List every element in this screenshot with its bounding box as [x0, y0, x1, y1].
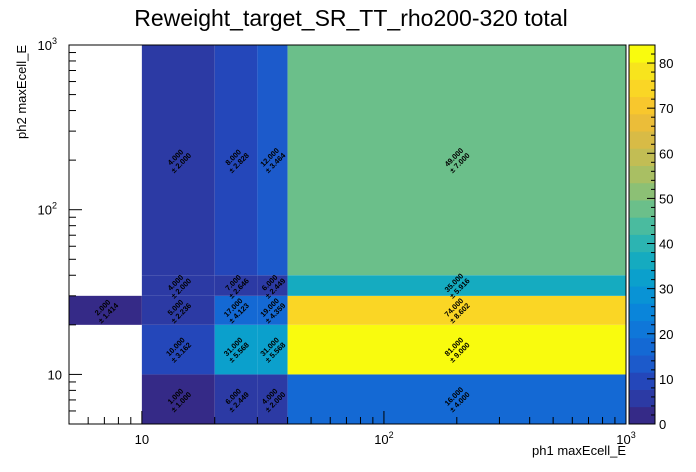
color-scale-segment [629, 337, 655, 356]
color-scale-segment [629, 96, 655, 115]
color-scale-segment [629, 165, 655, 184]
heatmap-cells [69, 45, 626, 424]
heatmap-cell [257, 374, 288, 424]
heatmap-cell [257, 275, 288, 296]
color-scale-label: 60 [659, 146, 673, 161]
heatmap-cell [214, 374, 258, 424]
color-scale-segment [629, 79, 655, 98]
heatmap-cell [141, 374, 215, 424]
heatmap-cell [257, 45, 288, 276]
heatmap-cell [287, 374, 626, 424]
color-scale-segment [629, 234, 655, 253]
color-scale-segment [629, 113, 655, 132]
heatmap-cell [287, 45, 626, 276]
heatmap-cell [69, 295, 142, 325]
y-tick-label: 10 [48, 367, 62, 382]
heatmap-cell [141, 275, 215, 296]
color-scale-segment [629, 406, 655, 425]
color-scale-segment [629, 251, 655, 270]
color-scale-segment [629, 372, 655, 390]
color-scale-segment [629, 268, 655, 287]
y-tick-label: 103 [38, 36, 57, 53]
heatmap-cell [141, 45, 215, 276]
heatmap-cell [287, 295, 626, 325]
color-scale-label: 50 [659, 191, 673, 206]
color-scale-label: 0 [659, 417, 666, 432]
color-scale-segment [629, 148, 655, 166]
color-scale: 0 10 20 30 40 50 60 70 80 [628, 44, 673, 432]
color-scale-segment [629, 62, 655, 80]
color-scale-label: 70 [659, 101, 673, 116]
color-scale-segment [629, 200, 655, 218]
heatmap-cell [141, 295, 215, 325]
heatmap-cell [257, 324, 288, 375]
color-scale-label: 10 [659, 372, 673, 387]
chart-title: Reweight_target_SR_TT_rho200-320 total [134, 5, 567, 31]
heatmap-cell [214, 324, 258, 375]
color-scale-segment [629, 389, 655, 408]
color-scale-label: 80 [659, 56, 673, 71]
heatmap-cell [141, 324, 215, 375]
color-scale-segment [629, 286, 655, 304]
heatmap-cell [287, 324, 626, 375]
color-scale-segment [629, 45, 655, 63]
plot-frame [68, 44, 627, 425]
y-tick-label: 102 [38, 201, 57, 218]
color-scale-label: 20 [659, 327, 673, 342]
heatmap-cell [214, 45, 258, 276]
y-axis-label: ph2 maxEcell_E [14, 45, 29, 139]
color-scale-segment [629, 355, 655, 373]
color-scale-label: 40 [659, 237, 673, 252]
color-scale-segment [629, 182, 655, 201]
heatmap-cell [214, 295, 258, 325]
y-axis: 10 102 103 [38, 36, 82, 425]
x-axis-label: ph1 maxEcell_E [532, 443, 626, 458]
color-scale-label: 30 [659, 282, 673, 297]
color-scale-segment [629, 131, 655, 149]
x-tick-label: 10 [135, 432, 149, 447]
color-scale-segment [629, 217, 655, 235]
color-scale-segment [629, 303, 655, 322]
x-tick-label: 102 [374, 430, 393, 447]
heatmap-cell [287, 275, 626, 296]
color-scale-segment [629, 320, 655, 339]
heatmap-cell [257, 295, 288, 325]
heatmap-cell [214, 275, 258, 296]
